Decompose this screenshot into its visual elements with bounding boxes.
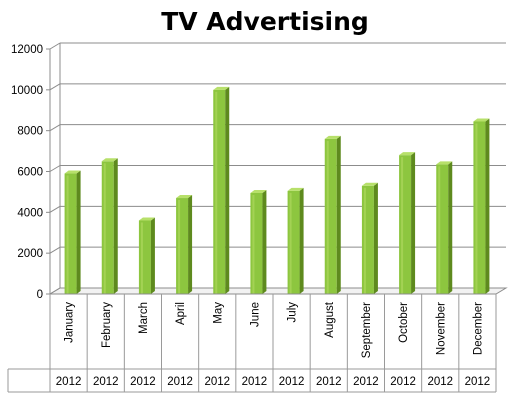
gridlines	[49, 42, 506, 295]
bar	[287, 187, 304, 294]
y-tick-label: 0	[37, 289, 43, 301]
bar	[213, 86, 230, 294]
gridline-diagonal	[49, 42, 61, 50]
bar-side	[188, 195, 193, 294]
x-year-label: 2012	[465, 376, 491, 388]
x-year-label: 2012	[56, 376, 82, 388]
bar-top	[361, 182, 378, 186]
y-tick-label: 8000	[17, 126, 43, 138]
x-year-label: 2012	[167, 376, 193, 388]
bar	[176, 195, 193, 294]
bar-top	[138, 217, 155, 221]
gridline-diagonal	[49, 124, 61, 132]
bar-side	[113, 158, 118, 294]
x-category-label: November	[435, 302, 447, 355]
bar	[250, 189, 267, 294]
bar	[64, 170, 81, 294]
y-tick-label: 4000	[17, 207, 43, 219]
bar-side	[448, 161, 453, 294]
bar	[361, 182, 378, 294]
bar-top	[324, 135, 341, 139]
bar-front	[101, 161, 114, 294]
x-year-label: 2012	[242, 376, 268, 388]
x-year-label: 2012	[204, 376, 230, 388]
bar-front	[399, 155, 412, 294]
x-category-label: July	[287, 302, 299, 323]
bar	[436, 161, 453, 294]
bar	[324, 135, 341, 294]
y-axis: 0 2000 4000 6000 8000 10000 12000	[11, 44, 50, 301]
bar-side	[76, 170, 81, 294]
x-year-label: 2012	[427, 376, 453, 388]
bar	[473, 118, 490, 295]
bar-side	[225, 86, 230, 294]
gridline-diagonal	[49, 246, 61, 254]
x-category-label: May	[212, 302, 224, 324]
x-category-label: October	[398, 302, 410, 343]
chart-title: TV Advertising	[161, 7, 369, 36]
gridline-diagonal	[49, 83, 61, 91]
bar-front	[250, 192, 263, 294]
bar	[399, 152, 416, 294]
bar-top	[287, 187, 304, 191]
gridline-diagonal	[49, 165, 61, 172]
bar-front	[213, 89, 226, 294]
bar-side	[150, 217, 155, 294]
x-year-label: 2012	[279, 376, 305, 388]
x-year-label: 2012	[93, 376, 119, 388]
bar-top	[101, 158, 118, 162]
bar-front	[138, 220, 151, 294]
bar-side	[299, 187, 304, 294]
x-category-label: June	[249, 302, 261, 327]
x-year-label: 2012	[130, 376, 156, 388]
bar-front	[361, 185, 374, 294]
bar-top	[473, 118, 490, 122]
bar-side	[336, 135, 341, 294]
bar	[138, 217, 155, 294]
bar-side	[262, 189, 267, 294]
bar-front	[436, 164, 449, 294]
x-axis: January 2012 February 2012 March 2012 April 201…	[7, 293, 497, 393]
bar-top	[176, 195, 193, 199]
x-year-label: 2012	[316, 376, 342, 388]
bar-side	[411, 152, 416, 294]
bar-top	[436, 161, 453, 165]
x-year-label: 2012	[390, 376, 416, 388]
bar-front	[64, 173, 77, 294]
x-category-label: August	[324, 301, 336, 338]
y-tick-label: 12000	[11, 44, 43, 56]
bar-front	[324, 138, 337, 294]
bar-side	[373, 182, 378, 294]
bar-front	[287, 190, 300, 294]
x-category-label: January	[64, 302, 76, 343]
bar-front	[473, 121, 486, 295]
bar-top	[250, 189, 267, 193]
bar-side	[485, 118, 490, 295]
bar-front	[176, 198, 189, 294]
y-tick-label: 6000	[17, 167, 43, 179]
bars	[64, 86, 490, 295]
x-category-label: December	[472, 302, 484, 355]
y-tick-label: 2000	[17, 248, 43, 260]
x-category-label: February	[101, 302, 113, 348]
bar-top	[64, 170, 81, 174]
x-year-label: 2012	[353, 376, 379, 388]
y-tick-label: 10000	[11, 85, 43, 97]
gridline-diagonal	[49, 205, 61, 213]
gridline-diagonal	[49, 287, 61, 295]
x-category-label: April	[175, 302, 187, 325]
bar	[101, 158, 118, 294]
bar-top	[399, 152, 416, 156]
x-category-label: March	[138, 302, 150, 334]
x-category-label: September	[361, 302, 373, 358]
bar-top	[213, 86, 230, 90]
